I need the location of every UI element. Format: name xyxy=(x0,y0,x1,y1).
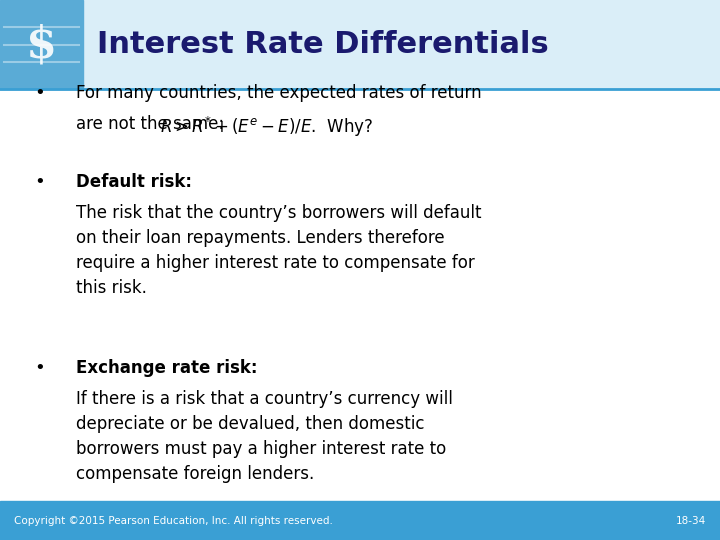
Text: Interest Rate Differentials: Interest Rate Differentials xyxy=(97,30,549,59)
Bar xyxy=(0,501,720,540)
Text: For many countries, the expected rates of return: For many countries, the expected rates o… xyxy=(76,84,481,102)
Text: Exchange rate risk:: Exchange rate risk: xyxy=(76,359,257,377)
Text: $R > R^{*}+(E^{e} -E)/E$.  Why?: $R > R^{*}+(E^{e} -E)/E$. Why? xyxy=(161,115,374,139)
Bar xyxy=(0,0,83,89)
Text: Default risk:: Default risk: xyxy=(76,173,192,191)
Text: If there is a risk that a country’s currency will
depreciate or be devalued, the: If there is a risk that a country’s curr… xyxy=(76,390,452,483)
Bar xyxy=(0,0,720,89)
Text: •: • xyxy=(35,84,45,102)
Text: $: $ xyxy=(26,23,57,66)
Text: Copyright ©2015 Pearson Education, Inc. All rights reserved.: Copyright ©2015 Pearson Education, Inc. … xyxy=(14,516,333,525)
Text: •: • xyxy=(35,173,45,191)
Text: The risk that the country’s borrowers will default
on their loan repayments. Len: The risk that the country’s borrowers wi… xyxy=(76,204,481,297)
Text: •: • xyxy=(35,359,45,377)
Text: are not the same:: are not the same: xyxy=(76,115,234,133)
Text: 18-34: 18-34 xyxy=(675,516,706,525)
